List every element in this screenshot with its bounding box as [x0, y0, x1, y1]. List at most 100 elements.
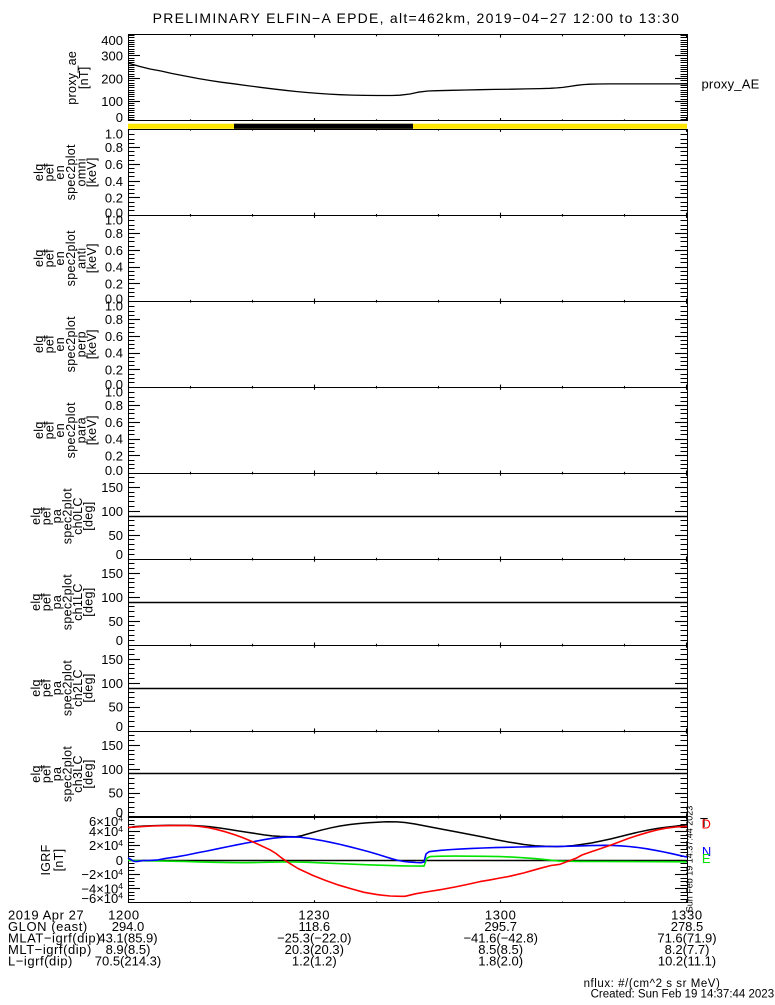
svg-text:elg: elg [32, 164, 46, 182]
svg-text:0.0: 0.0 [105, 205, 123, 220]
svg-text:0.0: 0.0 [105, 463, 123, 478]
svg-text:300: 300 [101, 49, 123, 64]
svg-text:0.6: 0.6 [105, 415, 123, 430]
svg-text:294.0: 294.0 [112, 919, 145, 934]
svg-text:elg: elg [32, 421, 46, 439]
svg-text:0.8: 0.8 [105, 140, 123, 155]
svg-text:0.0: 0.0 [105, 291, 123, 306]
svg-text:elg: elg [29, 507, 43, 525]
svg-text:−4×104: −4×104 [81, 881, 123, 896]
svg-text:150: 150 [101, 738, 123, 753]
svg-text:0.6: 0.6 [105, 243, 123, 258]
svg-text:2019 Apr 27: 2019 Apr 27 [8, 908, 84, 923]
svg-text:50: 50 [109, 614, 123, 629]
svg-text:100: 100 [101, 762, 123, 777]
svg-text:10.2(11.1): 10.2(11.1) [658, 954, 716, 969]
svg-text:pef: pef [43, 249, 57, 268]
svg-text:omni: omni [74, 158, 88, 186]
svg-text:perp: perp [74, 331, 88, 357]
svg-text:0.8: 0.8 [105, 226, 123, 241]
svg-text:0.4: 0.4 [105, 346, 123, 361]
svg-text:0: 0 [116, 633, 123, 648]
svg-text:GLON (east): GLON (east) [8, 919, 88, 934]
svg-text:ch0LC: ch0LC [71, 497, 85, 535]
svg-text:−41.6(−42.8): −41.6(−42.8) [463, 931, 537, 946]
svg-text:−2×104: −2×104 [81, 867, 123, 882]
svg-text:pa: pa [50, 681, 64, 696]
svg-text:0.8: 0.8 [105, 398, 123, 413]
svg-text:1.0: 1.0 [105, 126, 123, 141]
svg-text:pef: pef [43, 421, 57, 440]
svg-text:pa: pa [50, 767, 64, 782]
svg-text:0.4: 0.4 [105, 432, 123, 447]
svg-text:400: 400 [101, 33, 123, 48]
svg-text:1.2(1.2): 1.2(1.2) [292, 954, 337, 969]
svg-text:0.0: 0.0 [105, 377, 123, 392]
svg-text:[keV]: [keV] [85, 157, 99, 187]
svg-text:MLAT−igrf(dip): MLAT−igrf(dip) [8, 931, 101, 946]
svg-text:en: en [53, 165, 67, 180]
svg-text:ch2LC: ch2LC [71, 669, 85, 707]
svg-text:50: 50 [109, 528, 123, 543]
svg-text:Created: Sun Feb 19 14:37:44 2: Created: Sun Feb 19 14:37:44 2023 [591, 989, 775, 1000]
svg-text:0.2: 0.2 [105, 363, 123, 378]
svg-text:[deg]: [deg] [82, 587, 96, 616]
svg-text:[deg]: [deg] [82, 759, 96, 788]
svg-text:1.0: 1.0 [105, 384, 123, 399]
svg-text:1330: 1330 [671, 908, 703, 923]
svg-text:100: 100 [101, 590, 123, 605]
svg-text:1.0: 1.0 [105, 298, 123, 313]
svg-text:150: 150 [101, 480, 123, 495]
svg-text:[nT]: [nT] [52, 849, 66, 872]
svg-text:50: 50 [109, 700, 123, 715]
svg-text:elg: elg [29, 679, 43, 697]
svg-text:0.2: 0.2 [105, 191, 123, 206]
svg-text:spec2plot: spec2plot [61, 488, 75, 544]
svg-text:8.9(8.5): 8.9(8.5) [106, 942, 151, 957]
svg-text:0.6: 0.6 [105, 329, 123, 344]
svg-text:0.6: 0.6 [105, 157, 123, 172]
svg-text:MLT−igrf(dip): MLT−igrf(dip) [8, 942, 92, 957]
svg-text:70.5(214.3): 70.5(214.3) [95, 954, 162, 969]
svg-text:spec2plot: spec2plot [64, 230, 78, 286]
svg-text:0.2: 0.2 [105, 277, 123, 292]
svg-text:en: en [53, 423, 67, 438]
svg-text:proxy_ae: proxy_ae [65, 51, 79, 105]
svg-text:1230: 1230 [298, 908, 330, 923]
svg-text:118.6: 118.6 [299, 919, 331, 934]
svg-text:278.5: 278.5 [671, 919, 704, 934]
svg-text:anti: anti [74, 248, 88, 269]
svg-text:elg: elg [29, 765, 43, 783]
svg-text:[deg]: [deg] [82, 673, 96, 702]
svg-text:IGRF: IGRF [39, 844, 53, 875]
svg-text:200: 200 [101, 71, 123, 86]
svg-text:150: 150 [101, 652, 123, 667]
svg-text:1.8(2.0): 1.8(2.0) [478, 954, 523, 969]
svg-text:Sun Feb 19 14:37:44 2023: Sun Feb 19 14:37:44 2023 [684, 806, 694, 913]
svg-text:8.5(8.5): 8.5(8.5) [478, 942, 523, 957]
svg-text:elg: elg [32, 249, 46, 267]
svg-text:N: N [702, 844, 711, 859]
svg-text:71.6(71.9): 71.6(71.9) [657, 931, 716, 946]
svg-text:150: 150 [101, 566, 123, 581]
svg-text:[keV]: [keV] [85, 243, 99, 273]
svg-text:43.1(85.9): 43.1(85.9) [98, 931, 157, 946]
svg-text:para: para [74, 417, 88, 443]
svg-text:elg: elg [32, 335, 46, 353]
svg-text:0: 0 [116, 110, 123, 125]
svg-text:pef: pef [40, 507, 54, 526]
svg-text:[keV]: [keV] [85, 329, 99, 359]
svg-text:−25.3(−22.0): −25.3(−22.0) [277, 931, 351, 946]
svg-text:spec2plot: spec2plot [61, 574, 75, 630]
svg-text:0: 0 [116, 805, 123, 820]
svg-text:E: E [702, 851, 711, 866]
svg-text:PRELIMINARY ELFIN−A EPDE, alt=: PRELIMINARY ELFIN−A EPDE, alt=462km, 201… [153, 10, 680, 26]
svg-text:spec2plot: spec2plot [64, 402, 78, 458]
svg-text:proxy_AE: proxy_AE [702, 76, 760, 91]
svg-text:0.4: 0.4 [105, 260, 123, 275]
svg-text:1200: 1200 [108, 908, 140, 923]
svg-text:pef: pef [40, 765, 54, 784]
svg-text:nflux: #/(cm^2 s sr MeV): nflux: #/(cm^2 s sr MeV) [584, 978, 721, 990]
svg-text:spec2plot: spec2plot [64, 144, 78, 200]
svg-text:en: en [53, 337, 67, 352]
